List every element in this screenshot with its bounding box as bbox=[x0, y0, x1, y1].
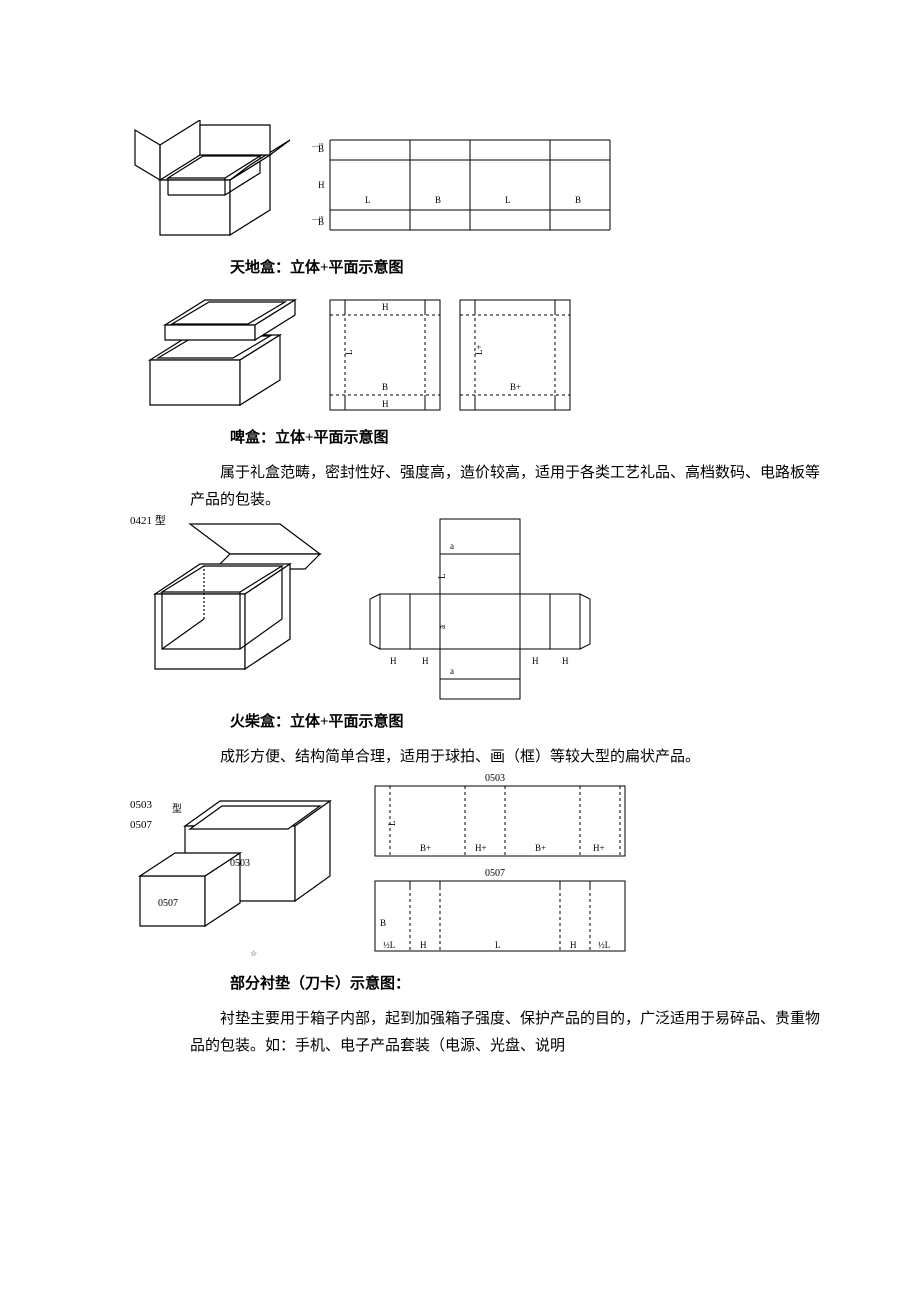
svg-text:—|ᴺ: —|ᴺ bbox=[311, 215, 324, 223]
label-type: 型 bbox=[172, 801, 182, 819]
label-h: H bbox=[318, 180, 325, 190]
label-hplus1: H+ bbox=[475, 843, 487, 853]
type-0421-label: 0421 型 bbox=[130, 512, 166, 532]
chendian-3d-diagram: 0503 0507 ☆ bbox=[130, 771, 340, 966]
label-l: L bbox=[387, 821, 397, 827]
tiandihe-flat-diagram: B —|ᴺ B —|ᴺ H L B L B bbox=[310, 130, 620, 240]
label-halfl2: ½L bbox=[598, 940, 610, 950]
label-b2: B+ bbox=[510, 382, 521, 392]
label-h1: H bbox=[420, 940, 427, 950]
tiandihe-3d-diagram bbox=[130, 120, 295, 250]
label-a2: a bbox=[437, 625, 447, 629]
chendian-caption: 部分衬垫（刀卡）示意图： bbox=[230, 971, 790, 998]
spec-mark: ☆ bbox=[250, 949, 257, 958]
tiandihe-figure-row: B —|ᴺ B —|ᴺ H L B L B bbox=[130, 120, 790, 250]
label-h4: H bbox=[562, 656, 569, 666]
chendian-figure-row: 0503 0507 型 0503 0507 ☆ bbox=[130, 771, 790, 966]
label-b1: B bbox=[382, 382, 388, 392]
label-lplus: L+ bbox=[474, 344, 484, 355]
pihe-flat-diagram: H L B H L+ B+ bbox=[320, 290, 580, 420]
label-bplus1: B+ bbox=[420, 843, 431, 853]
label-lside: L bbox=[437, 574, 447, 580]
label-hplus2: H+ bbox=[593, 843, 605, 853]
huochaihe-body: 成形方便、结构简单合理，适用于球拍、画（框）等较大型的扁状产品。 bbox=[190, 744, 820, 771]
chendian-body: 衬垫主要用于箱子内部，起到加强箱子强度、保护产品的目的，广泛适用于易碎品、贵重物… bbox=[190, 1006, 820, 1060]
huochaihe-caption: 火柴盒：立体+平面示意图 bbox=[230, 709, 790, 736]
label-0503-box: 0503 bbox=[230, 858, 250, 869]
huochaihe-flat-diagram: a L a H H H H a bbox=[340, 514, 620, 704]
label-abot: a bbox=[450, 666, 454, 676]
label-a: a bbox=[450, 541, 454, 551]
label-b1: B bbox=[435, 195, 441, 205]
label-halfl1: ½L bbox=[383, 940, 395, 950]
label-0503-type: 0503 0507 bbox=[130, 796, 152, 836]
pihe-3d-diagram bbox=[130, 290, 305, 420]
label-h3: H bbox=[532, 656, 539, 666]
label-l2: L bbox=[505, 195, 511, 205]
huochaihe-3d-diagram bbox=[130, 519, 325, 699]
label-h2: H bbox=[422, 656, 429, 666]
label-h2: H bbox=[570, 940, 577, 950]
pihe-caption: 啤盒：立体+平面示意图 bbox=[230, 425, 790, 452]
huochaihe-figure-row: a L a H H H H a bbox=[130, 514, 790, 704]
label-l: L bbox=[495, 940, 501, 950]
label-bplus2: B+ bbox=[535, 843, 546, 853]
pihe-figure-row: H L B H L+ B+ bbox=[130, 290, 790, 420]
label-b2: B bbox=[575, 195, 581, 205]
label-b: B bbox=[380, 918, 386, 928]
chendian-flat-0503: 0503 L B+ H+ B+ H+ bbox=[355, 771, 635, 866]
label-h1: H bbox=[382, 302, 389, 312]
title-0507: 0507 bbox=[485, 868, 505, 879]
title-0503: 0503 bbox=[485, 773, 505, 784]
svg-text:—|ᴺ: —|ᴺ bbox=[311, 142, 324, 150]
label-l1: L bbox=[365, 195, 371, 205]
tiandihe-caption: 天地盒：立体+平面示意图 bbox=[230, 255, 790, 282]
label-h1: H bbox=[390, 656, 397, 666]
pihe-body: 属于礼盒范畴，密封性好、强度高，造价较高，适用于各类工艺礼品、高档数码、电路板等… bbox=[190, 460, 820, 514]
label-h1b: H bbox=[382, 399, 389, 409]
chendian-flat-0507: 0507 B ½L H L H ½L bbox=[355, 866, 635, 961]
label-0507-box: 0507 bbox=[158, 898, 178, 909]
label-l: L bbox=[344, 350, 354, 356]
